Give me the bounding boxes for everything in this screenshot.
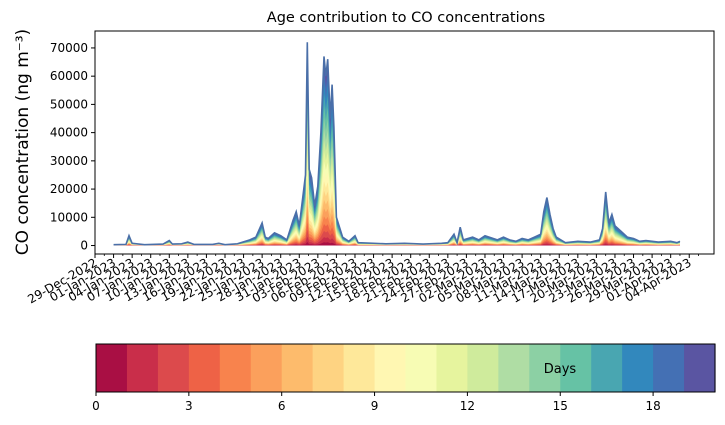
colorbar-bin-6 <box>281 344 314 392</box>
age-layer-8 <box>113 176 681 246</box>
colorbar-tick-label-2: 6 <box>278 399 286 413</box>
y-tick-label-3: 30000 <box>50 154 88 168</box>
colorbar-bin-14 <box>529 344 561 392</box>
y-tick-label-6: 60000 <box>50 69 88 83</box>
age-layer-14 <box>113 107 681 246</box>
total-line <box>113 42 681 246</box>
y-axis-label: CO concentration (ng m⁻³) <box>13 29 33 255</box>
x-axis: 29-Dec-202201-Jan-202304-Jan-202307-Jan-… <box>25 254 699 306</box>
colorbar-tick-label-6: 18 <box>645 399 660 413</box>
colorbar-bin-19 <box>684 344 716 392</box>
colorbar-tick-label-0: 0 <box>92 399 100 413</box>
age-layer-16 <box>113 82 681 246</box>
colorbar-bin-9 <box>374 344 407 392</box>
colorbar-tick-label-4: 12 <box>460 399 475 413</box>
colorbar-bin-3 <box>188 344 221 392</box>
colorbar-bin-0 <box>96 344 128 392</box>
age-layer-5 <box>113 205 681 246</box>
y-tick-label-0: 0 <box>80 239 88 253</box>
colorbar-bin-4 <box>219 344 252 392</box>
y-tick-label-2: 20000 <box>50 182 88 196</box>
colorbar-bin-5 <box>250 344 283 392</box>
colorbar-bin-1 <box>126 344 159 392</box>
age-layer-11 <box>113 143 681 246</box>
age-layer-13 <box>113 120 681 246</box>
plot-frame <box>94 30 715 255</box>
colorbar: Days 0 3 6 9 12 15 18 <box>92 343 716 413</box>
age-layer-15 <box>113 95 681 246</box>
age-layer-12 <box>113 131 681 246</box>
colorbar-tick-label-3: 9 <box>371 399 379 413</box>
colorbar-ticks: 0 3 6 9 12 15 18 <box>92 392 661 413</box>
stack-layers <box>113 42 681 246</box>
y-tick-label-4: 40000 <box>50 126 88 140</box>
age-layer-6 <box>113 196 681 246</box>
plot-area <box>94 30 715 255</box>
colorbar-bin-16 <box>591 344 623 392</box>
age-layer-10 <box>113 154 681 246</box>
chart-title: Age contribution to CO concentrations <box>267 10 545 26</box>
y-tick-label-1: 10000 <box>50 210 88 224</box>
age-layer-17 <box>113 69 681 246</box>
colorbar-label: Days <box>544 362 577 377</box>
y-tick-label-5: 50000 <box>50 97 88 111</box>
y-tick-label-7: 70000 <box>50 41 88 55</box>
colorbar-bin-12 <box>467 344 499 392</box>
colorbar-bin-8 <box>343 344 376 392</box>
colorbar-bin-17 <box>622 344 654 392</box>
colorbar-bin-13 <box>498 344 530 392</box>
age-layer-18 <box>113 55 681 246</box>
colorbar-tick-label-1: 3 <box>185 399 193 413</box>
colorbar-bin-10 <box>405 344 438 392</box>
colorbar-bin-11 <box>436 344 468 392</box>
colorbar-bin-18 <box>653 344 685 392</box>
age-layer-19 <box>113 42 681 246</box>
colorbar-frame <box>95 343 716 393</box>
age-layer-7 <box>113 186 681 246</box>
colorbar-bins <box>96 344 716 392</box>
colorbar-bin-2 <box>157 344 190 392</box>
colorbar-bin-7 <box>312 344 345 392</box>
colorbar-bin-15 <box>560 344 592 392</box>
colorbar-tick-label-5: 15 <box>553 399 568 413</box>
age-layer-9 <box>113 165 681 246</box>
y-axis: 0 10000 20000 30000 40000 50000 60000 70000 <box>50 41 95 253</box>
